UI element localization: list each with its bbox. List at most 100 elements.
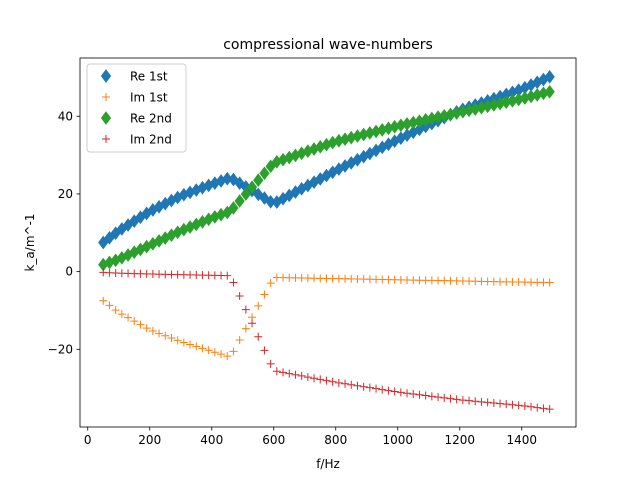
data-point	[365, 383, 374, 392]
x-axis: 0 200 400 600 800 1000 1200 1400	[84, 427, 537, 447]
data-point	[297, 371, 306, 380]
x-tick-label: 1200	[444, 433, 475, 447]
data-point	[316, 375, 325, 384]
data-point	[222, 171, 233, 186]
x-axis-label: f/Hz	[316, 457, 340, 471]
data-point	[98, 235, 109, 250]
data-point	[241, 305, 250, 314]
data-point	[465, 396, 474, 405]
data-point	[279, 368, 288, 377]
data-point	[489, 399, 498, 408]
data-point	[266, 279, 275, 288]
x-tick-label: 400	[200, 433, 223, 447]
data-point	[527, 402, 536, 411]
data-point	[192, 342, 201, 351]
data-point	[310, 374, 319, 383]
data-point	[148, 327, 157, 336]
data-point	[372, 384, 381, 393]
data-point	[452, 395, 461, 404]
data-point	[378, 385, 387, 394]
x-tick-label: 600	[262, 433, 285, 447]
series-2	[98, 84, 555, 272]
data-point	[514, 401, 523, 410]
data-point	[124, 313, 133, 322]
data-point	[285, 369, 294, 378]
data-point	[272, 367, 281, 376]
data-point	[458, 396, 467, 405]
data-point	[222, 205, 233, 220]
data-point	[186, 340, 195, 349]
data-point	[229, 347, 238, 356]
data-point	[210, 348, 219, 357]
y-tick-label: −20	[48, 342, 73, 356]
plot-frame	[79, 57, 577, 428]
data-point	[544, 70, 555, 84]
data-point	[533, 403, 542, 412]
data-point	[359, 382, 368, 391]
legend: Re 1st Im 1st Re 2nd Im 2nd	[86, 63, 187, 153]
data-point	[353, 381, 362, 390]
data-point	[217, 350, 226, 359]
x-tick-label: 200	[138, 433, 161, 447]
data-point	[341, 379, 350, 388]
y-tick-label: 0	[65, 265, 73, 279]
data-point	[104, 231, 115, 245]
data-point	[440, 393, 449, 402]
data-point	[483, 398, 492, 407]
data-point	[105, 301, 114, 310]
data-point	[167, 334, 176, 343]
data-point	[334, 378, 343, 387]
data-point	[390, 387, 399, 396]
data-point	[545, 278, 554, 287]
data-point	[260, 346, 269, 355]
data-point	[496, 399, 505, 408]
data-point	[322, 376, 331, 385]
legend-box	[86, 63, 187, 153]
data-point	[539, 404, 548, 413]
legend-marker	[100, 69, 112, 83]
data-point	[130, 317, 139, 326]
x-tick-label: 1000	[382, 433, 413, 447]
data-point	[136, 320, 145, 329]
data-point	[248, 319, 257, 328]
data-point	[204, 346, 213, 355]
data-point	[384, 386, 393, 395]
data-point	[477, 397, 486, 406]
legend-entry: Im 1st	[130, 91, 168, 105]
data-point	[179, 338, 188, 347]
data-point	[229, 278, 238, 287]
data-point	[198, 344, 207, 353]
legend-marker	[100, 111, 112, 125]
data-point	[415, 390, 424, 399]
data-point	[240, 187, 251, 201]
data-point	[155, 329, 164, 338]
x-tick-label: 0	[84, 433, 92, 447]
data-point	[223, 352, 232, 361]
data-point	[347, 380, 356, 389]
data-point	[228, 172, 239, 187]
x-tick-label: 1400	[506, 433, 537, 447]
y-axis: −20 0 20 40	[48, 109, 80, 356]
data-point	[111, 306, 120, 315]
data-point	[291, 370, 300, 379]
data-point	[266, 359, 275, 368]
legend-entry: Re 2nd	[130, 112, 172, 126]
x-tick-label: 800	[324, 433, 347, 447]
data-point	[117, 310, 126, 319]
chart-title: compressional wave-numbers	[223, 37, 433, 53]
data-point	[303, 373, 312, 382]
data-marks	[98, 70, 555, 414]
data-point	[434, 393, 443, 402]
data-point	[99, 296, 108, 305]
data-point	[142, 324, 151, 333]
data-point	[235, 292, 244, 301]
data-point	[223, 271, 232, 280]
legend-entry: Im 2nd	[130, 133, 172, 147]
data-point	[241, 324, 250, 333]
data-point	[502, 400, 511, 409]
data-point	[427, 392, 436, 401]
data-point	[173, 336, 182, 345]
data-point	[328, 377, 337, 386]
series-3	[99, 268, 554, 414]
